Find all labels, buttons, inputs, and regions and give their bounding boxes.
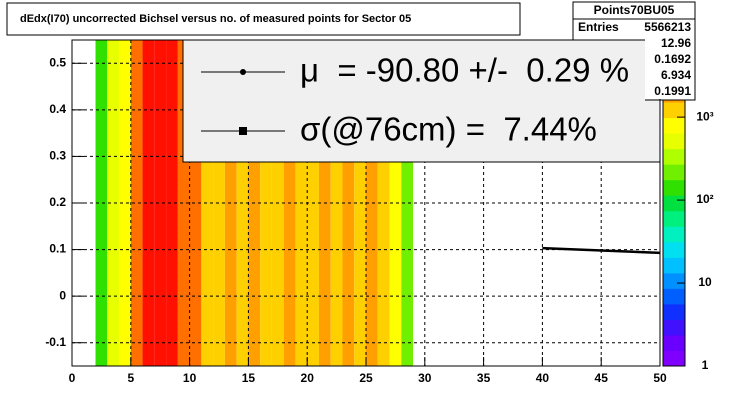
chart-title: dEdx(I70) uncorrected Bichsel versus no.… <box>20 13 411 25</box>
x-tick-label: 50 <box>653 371 667 385</box>
cell <box>107 40 120 366</box>
cell <box>130 40 143 366</box>
z-tick-label: 1 <box>702 358 709 372</box>
cell <box>377 40 390 366</box>
color-scale-step <box>663 148 685 165</box>
color-scale-step <box>663 319 685 336</box>
y-tick-label: 0.4 <box>49 102 66 116</box>
x-tick-label: 10 <box>183 371 197 385</box>
legend-marker <box>239 127 247 135</box>
color-scale-step <box>663 179 685 196</box>
x-tick-label: 5 <box>127 371 134 385</box>
stats-value: 0.1991 <box>654 84 691 98</box>
cell <box>401 40 414 366</box>
color-scale-step <box>663 164 685 181</box>
z-tick-label: 10³ <box>696 109 713 123</box>
y-tick-label: 0 <box>59 288 66 302</box>
cell <box>142 40 155 366</box>
stats-value: 6.934 <box>661 68 691 82</box>
stats-value-bg <box>645 36 694 99</box>
stats-value: 12.96 <box>661 36 691 50</box>
stats-value: 5566213 <box>644 20 691 34</box>
stats-title: Points70BU05 <box>594 3 675 17</box>
fit-line <box>542 246 661 255</box>
legend-marker <box>240 69 246 75</box>
color-scale-step <box>663 133 685 150</box>
color-scale-step <box>663 272 685 289</box>
y-tick-label: 0.2 <box>49 195 66 209</box>
z-tick-label: 10² <box>696 192 713 206</box>
x-tick-label: 25 <box>359 371 373 385</box>
legend-entry: σ(@76cm) = 7.44% <box>300 111 597 148</box>
color-scale-step <box>663 210 685 227</box>
cell <box>154 40 167 366</box>
color-scale-step <box>663 334 685 351</box>
x-tick-label: 40 <box>536 371 550 385</box>
color-scale-step <box>663 117 685 134</box>
color-scale-step <box>663 350 685 367</box>
cell <box>95 40 108 366</box>
x-tick-label: 35 <box>477 371 491 385</box>
title-box <box>6 2 521 36</box>
y-tick-label: 0.3 <box>49 149 66 163</box>
x-tick-label: 15 <box>242 371 256 385</box>
color-scale-step <box>663 102 685 119</box>
color-scale-step <box>663 241 685 258</box>
x-tick-label: 45 <box>595 371 609 385</box>
cell <box>119 40 131 366</box>
legend-box <box>182 39 661 163</box>
cell <box>166 40 178 366</box>
y-tick-label: 0.5 <box>49 55 66 69</box>
z-tick-label: 10 <box>698 275 712 289</box>
stats-value: 0.1692 <box>654 52 691 66</box>
x-tick-label: 0 <box>69 371 76 385</box>
stats-label: Entries <box>578 20 619 34</box>
color-scale-step <box>663 303 685 320</box>
color-scale-step <box>663 257 685 274</box>
x-tick-label: 20 <box>301 371 315 385</box>
color-scale-step <box>663 195 685 212</box>
cell <box>389 40 402 366</box>
legend-entry: μ = -90.80 +/- 0.29 % <box>300 52 629 89</box>
x-tick-label: 30 <box>418 371 432 385</box>
color-scale-step <box>663 226 685 243</box>
color-scale-step <box>663 288 685 305</box>
y-tick-label: 0.1 <box>49 242 66 256</box>
cell <box>201 40 214 366</box>
cell <box>189 40 202 366</box>
y-tick-label: -0.1 <box>45 335 66 349</box>
cell <box>177 40 190 366</box>
cell <box>366 40 378 366</box>
